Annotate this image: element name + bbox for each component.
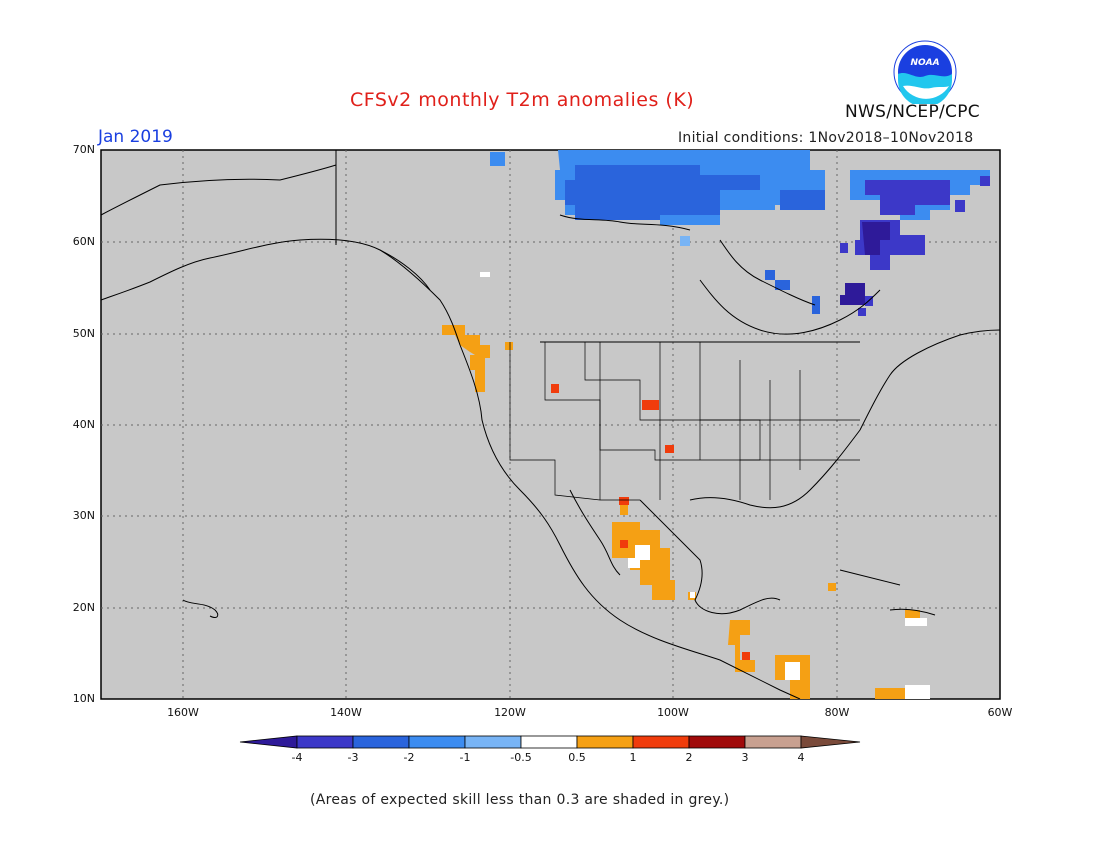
colorbar-label: 2 [685,751,693,764]
colorbar-segment [576,735,634,749]
colorbar-label: 1 [629,751,637,764]
colorbar-segment [520,735,578,749]
colorbar-segment [296,735,354,749]
colorbar-label: 0.5 [568,751,586,764]
noaa-logo: NOAA [893,40,957,104]
agency-label: NWS/NCEP/CPC [845,102,980,122]
lon-label: 140W [330,706,362,719]
skill-footnote: (Areas of expected skill less than 0.3 a… [310,792,730,808]
colorbar-label: -1 [459,751,471,764]
colorbar-label: -0.5 [510,751,532,764]
lat-label: 10N [72,692,95,705]
colorbar-label: -3 [347,751,359,764]
colorbar-segment [744,735,802,749]
lon-label: 60W [987,706,1013,719]
colorbar-segment [352,735,410,749]
colorbar-segment-below-4 [239,735,298,749]
initial-conditions: Initial conditions: 1Nov2018–10Nov2018 [678,130,974,146]
coastlines [100,150,1001,700]
map-title: CFSv2 monthly T2m anomalies (K) [350,89,695,111]
graticule [101,150,1000,699]
colorbar [239,735,861,749]
lat-label: 30N [72,509,95,522]
state-borders [509,342,860,501]
lon-label: 80W [824,706,850,719]
lon-label: 160W [167,706,199,719]
lat-label: 20N [72,601,95,614]
colorbar-label: 3 [741,751,749,764]
colorbar-label: 4 [797,751,805,764]
colorbar-segment [464,735,522,749]
lat-label: 40N [72,418,95,431]
lat-label: 70N [72,143,95,156]
colorbar-segment-above-4 [800,735,861,749]
warm-anomalies [442,272,930,699]
colorbar-segment [408,735,466,749]
cold-anomalies [490,150,990,316]
lat-label: 60N [72,235,95,248]
colorbar-segment [688,735,746,749]
svg-text:NOAA: NOAA [910,58,939,68]
colorbar-label: -4 [291,751,303,764]
colorbar-label: -2 [403,751,415,764]
lon-label: 100W [657,706,689,719]
lon-label: 120W [494,706,526,719]
lat-label: 50N [72,327,95,340]
map-frame [100,149,1001,700]
forecast-month: Jan 2019 [98,127,173,147]
colorbar-segment [632,735,690,749]
